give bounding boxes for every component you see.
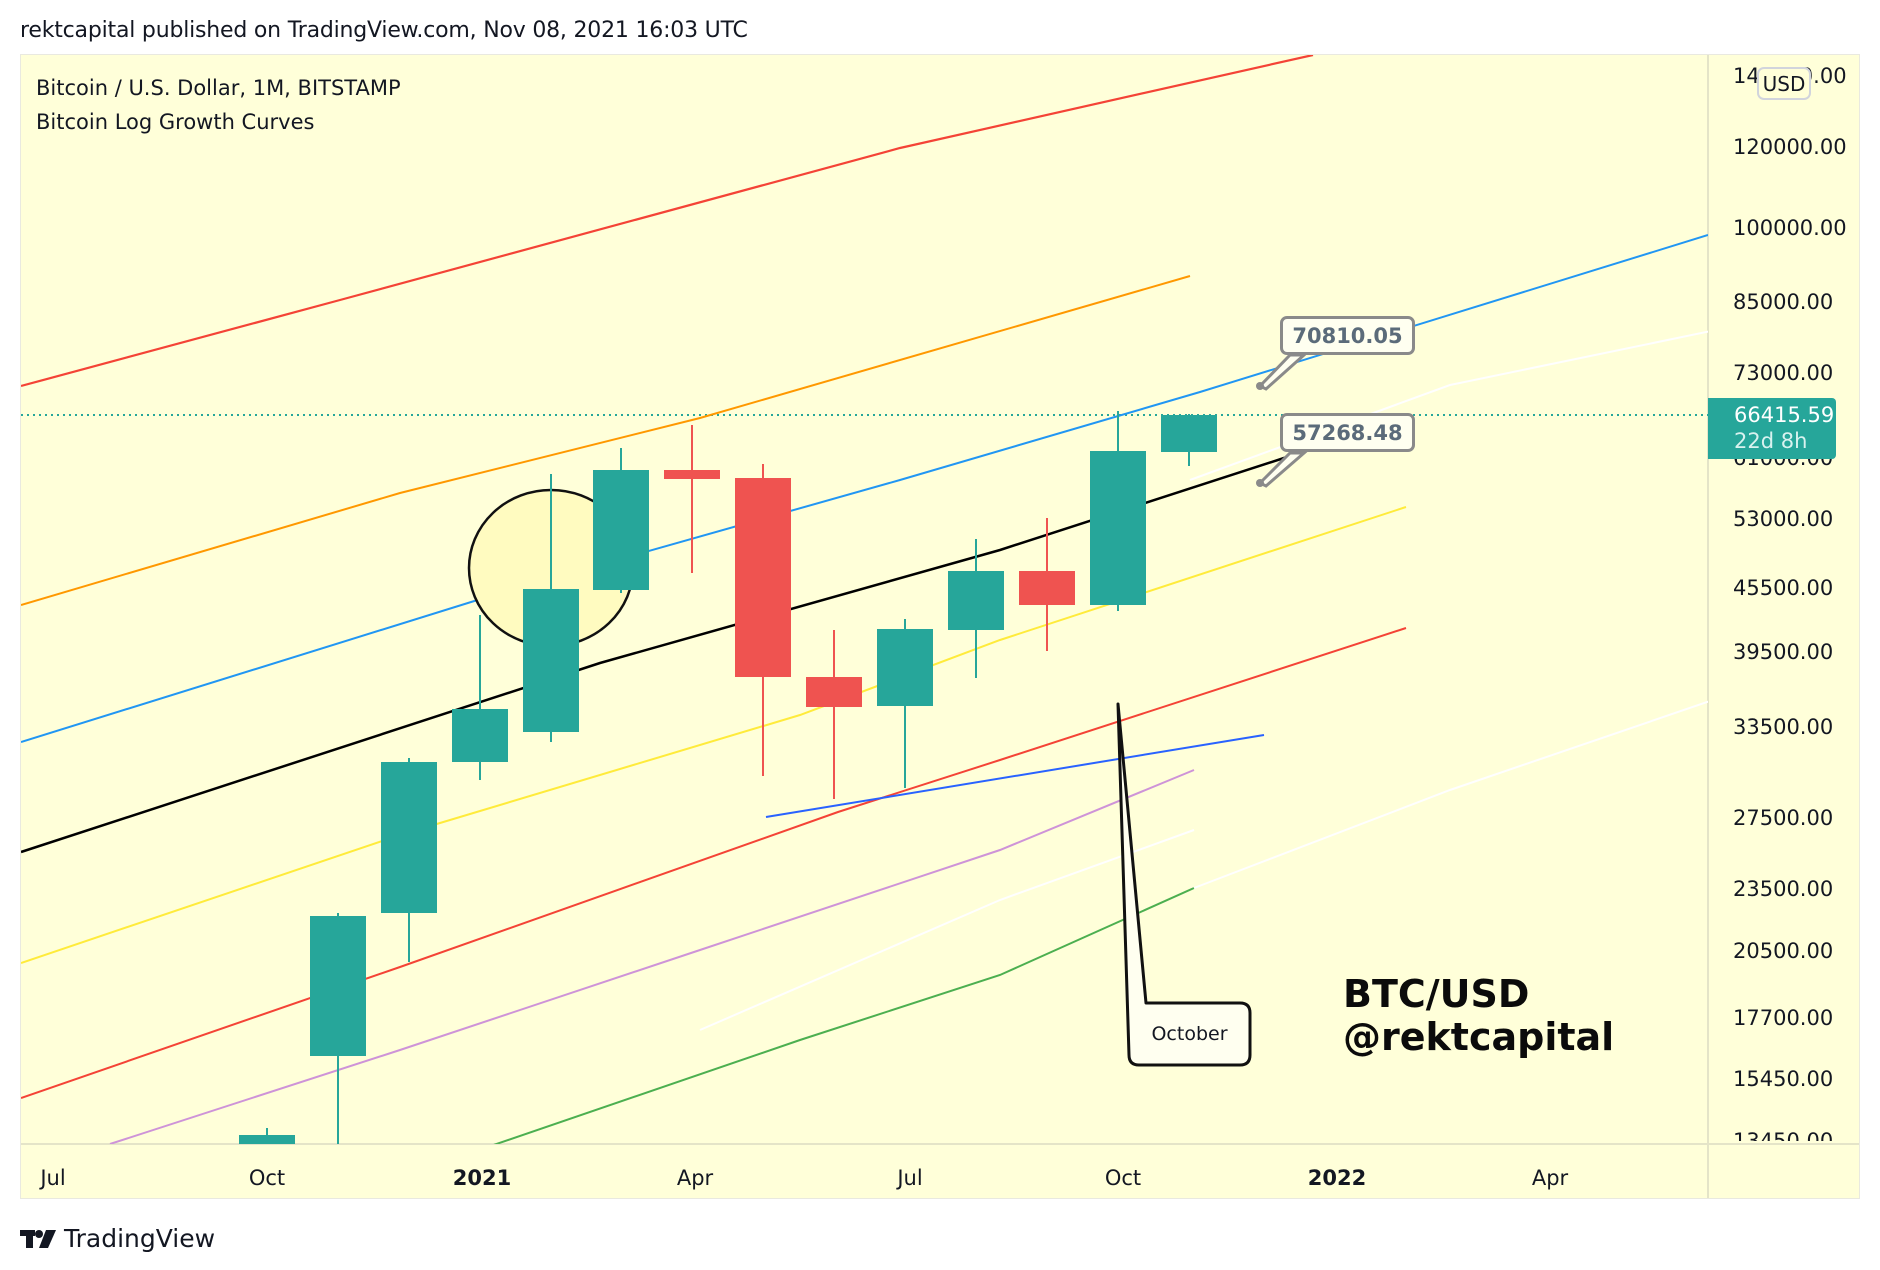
price-label: 17700.00 [1733, 1006, 1834, 1030]
current-price-tag: 66415.59 22d 8h [1708, 398, 1836, 459]
curve-lilac [109, 769, 1195, 1144]
price-label: 100000.00 [1733, 216, 1847, 240]
callout-upper-anchor [1256, 382, 1264, 390]
currency-badge[interactable]: USD [1757, 67, 1811, 100]
time-label: Oct [1104, 1166, 1142, 1190]
legend-symbol: Bitcoin / U.S. Dollar, 1M, BITSTAMP [36, 76, 401, 100]
price-label: 73000.00 [1733, 361, 1834, 385]
price-callout-upper[interactable]: 70810.05 [1280, 316, 1415, 355]
candles [239, 411, 1217, 1144]
watermark-pair: BTC/USD [1343, 972, 1530, 1016]
price-label: 20500.00 [1733, 939, 1834, 963]
time-label-year: 2021 [452, 1166, 512, 1190]
curve-white-upper [1189, 330, 1708, 481]
price-label: 45500.00 [1733, 576, 1834, 600]
time-label: Jul [40, 1166, 66, 1190]
publish-info: rektcapital published on TradingView.com… [20, 18, 748, 43]
time-label-year: 2022 [1307, 1166, 1367, 1190]
callout-lower-anchor [1256, 479, 1264, 487]
price-label: 53000.00 [1733, 507, 1834, 531]
curve-white-faint [699, 829, 1195, 1031]
time-label: Oct [248, 1166, 286, 1190]
price-label: 120000.00 [1733, 135, 1847, 159]
october-callout-shape [1116, 702, 1252, 1067]
callout-upper-pointer [1257, 353, 1308, 391]
time-label: Apr [1531, 1166, 1569, 1190]
legend-indicator: Bitcoin Log Growth Curves [36, 110, 315, 134]
curve-yellow [21, 506, 1407, 964]
tradingview-logo-icon [20, 1229, 56, 1248]
curve-top-red [21, 55, 1314, 388]
callout-lower-pointer [1257, 451, 1309, 488]
price-label: 27500.00 [1733, 806, 1834, 830]
price-label: 15450.00 [1733, 1067, 1834, 1091]
watermark-handle: @rektcapital [1343, 1015, 1615, 1059]
price-callout-lower[interactable]: 57268.48 [1280, 413, 1415, 452]
curve-orange [21, 275, 1191, 606]
footer-brand-label: TradingView [64, 1224, 216, 1253]
price-label: 39500.00 [1733, 640, 1834, 664]
price-label: 13450.00 [1733, 1129, 1834, 1141]
price-label: 85000.00 [1733, 290, 1834, 314]
price-label: 23500.00 [1733, 877, 1834, 901]
curve-green [493, 887, 1195, 1144]
current-price-value: 66415.59 [1734, 403, 1835, 427]
curve-white-projection [1193, 700, 1708, 889]
october-note[interactable]: October [1151, 1023, 1228, 1045]
time-label: Jul [897, 1166, 923, 1190]
watermark-text: BTC/USD @rektcapital [1343, 973, 1614, 1059]
price-label: 33500.00 [1733, 715, 1834, 739]
bar-countdown: 22d 8h [1734, 429, 1808, 453]
curve-blue [21, 234, 1708, 743]
trendline-blue [765, 734, 1265, 818]
curve-red-low [21, 627, 1407, 1099]
time-label: Apr [676, 1166, 714, 1190]
footer-brand[interactable]: TradingView [20, 1224, 215, 1253]
